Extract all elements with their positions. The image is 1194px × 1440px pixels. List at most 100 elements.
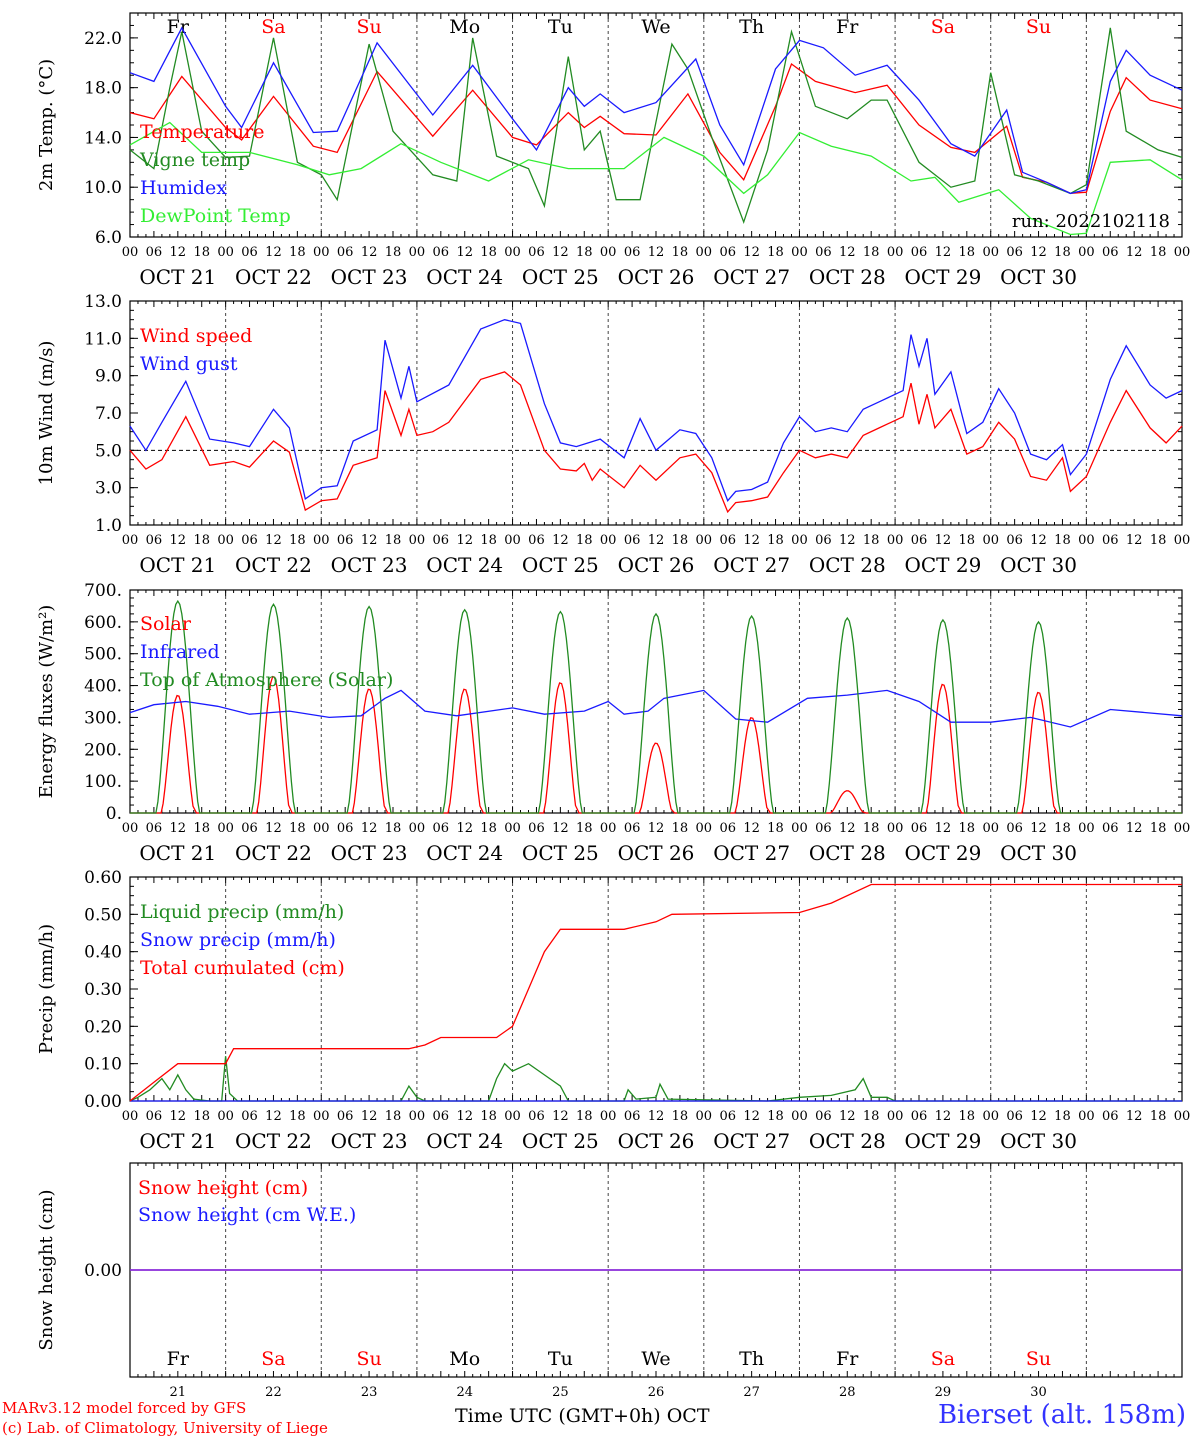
hour-tick-label: 12 (456, 821, 473, 836)
hour-tick-label: 18 (767, 1109, 784, 1124)
hour-tick-label: 06 (1102, 245, 1119, 260)
hour-tick-label: 00 (887, 1109, 904, 1124)
date-label: OCT 26 (618, 553, 695, 577)
panel-precip: 0.00 0.10 0.20 0.30 0.40 0.50 0.60 Precip (mm/h… (36, 868, 1190, 1153)
hour-tick-label: 06 (624, 533, 641, 548)
hour-tick-label: 12 (648, 1109, 665, 1124)
hour-tick-label: 06 (146, 533, 163, 548)
hour-tick-label: 18 (289, 1109, 306, 1124)
date-label: OCT 27 (713, 841, 790, 865)
hour-tick-label: 06 (911, 1109, 928, 1124)
legend-entry: Wind gust (140, 353, 238, 375)
time-axis-label: Time UTC (GMT+0h) OCT (455, 1405, 710, 1427)
hour-tick-label: 18 (672, 821, 689, 836)
hour-tick-label: 12 (361, 821, 378, 836)
date-label: OCT 22 (235, 841, 312, 865)
date-label: OCT 25 (522, 553, 599, 577)
hour-tick-label: 06 (528, 1109, 545, 1124)
weekday-label: Sa (931, 1348, 955, 1370)
series-line-temperature (129, 62, 1183, 195)
date-label: OCT 21 (139, 841, 216, 865)
date-label: OCT 26 (618, 841, 695, 865)
hour-tick-label: 00 (982, 533, 999, 548)
weekday-label: Su (1026, 16, 1051, 38)
hour-tick-label: 12 (265, 533, 282, 548)
hour-tick-label: 12 (935, 245, 952, 260)
date-label: OCT 30 (1000, 265, 1077, 289)
hour-tick-label: 12 (743, 821, 760, 836)
date-label: OCT 27 (713, 265, 790, 289)
hour-tick-label: 00 (1078, 245, 1095, 260)
panel-wind: 1.0 3.0 5.0 7.0 9.0 11.0 13.0 10m Wind (m/s) 00 0… (36, 292, 1190, 577)
hour-tick-label: 00 (409, 245, 426, 260)
hour-tick-label: 06 (624, 245, 641, 260)
hour-tick-label: 12 (265, 821, 282, 836)
date-label: OCT 30 (1000, 1129, 1077, 1153)
hour-tick-label: 18 (1150, 245, 1167, 260)
hour-tick-label: 00 (791, 1109, 808, 1124)
weekday-label: Th (739, 16, 764, 38)
y-tick-label: 7.0 (95, 404, 122, 424)
hour-tick-label: 18 (480, 245, 497, 260)
hour-tick-label: 18 (959, 245, 976, 260)
hour-tick-label: 00 (409, 533, 426, 548)
date-label: OCT 28 (809, 265, 886, 289)
hour-tick-label: 00 (504, 533, 521, 548)
date-label: OCT 28 (809, 553, 886, 577)
hour-tick-label: 06 (241, 1109, 258, 1124)
hour-tick-label: 06 (146, 821, 163, 836)
hour-tick-label: 18 (672, 1109, 689, 1124)
date-label: OCT 25 (522, 841, 599, 865)
hour-tick-label: 06 (815, 245, 832, 260)
series-line-dewpoint-temp (129, 121, 1183, 236)
hour-tick-label: 00 (217, 533, 234, 548)
y-tick-label: 0.00 (84, 1261, 122, 1281)
hour-tick-label: 18 (289, 821, 306, 836)
y-axis-label: Snow height (cm) (36, 1189, 57, 1350)
hour-tick-label: 00 (696, 245, 713, 260)
date-label: OCT 22 (235, 553, 312, 577)
hour-tick-label: 18 (767, 821, 784, 836)
day-number-label: 21 (170, 1385, 187, 1400)
hour-tick-label: 18 (959, 1109, 976, 1124)
hour-tick-label: 00 (313, 821, 330, 836)
hour-tick-label: 00 (313, 1109, 330, 1124)
hour-tick-label: 12 (648, 821, 665, 836)
hour-tick-label: 18 (1054, 1109, 1071, 1124)
panel-snow: 0.00 Snow height (cm) Fr Sa Su Mo Tu We Th Fr Sa Su… (36, 1162, 1183, 1378)
hour-tick-label: 06 (241, 821, 258, 836)
hour-tick-label: 12 (1126, 245, 1143, 260)
series-line-infrared (129, 689, 1183, 728)
date-label: OCT 25 (522, 265, 599, 289)
hour-tick-label: 00 (982, 821, 999, 836)
y-tick-label: 100. (84, 772, 122, 792)
hour-tick-label: 00 (122, 245, 139, 260)
hour-tick-label: 06 (337, 821, 354, 836)
y-tick-label: 300. (84, 708, 122, 728)
hour-tick-label: 06 (911, 821, 928, 836)
hour-tick-label: 18 (863, 245, 880, 260)
hour-tick-label: 18 (385, 1109, 402, 1124)
hour-tick-label: 06 (815, 1109, 832, 1124)
hour-tick-label: 18 (480, 1109, 497, 1124)
day-number-label: 23 (361, 1385, 378, 1400)
hour-tick-label: 06 (1102, 533, 1119, 548)
legend-entry: DewPoint Temp (140, 205, 291, 227)
hour-tick-label: 06 (433, 821, 450, 836)
y-tick-label: 5.0 (95, 441, 122, 461)
hour-tick-label: 12 (839, 533, 856, 548)
hour-tick-label: 18 (959, 533, 976, 548)
hour-tick-label: 00 (791, 245, 808, 260)
hour-tick-label: 00 (1174, 245, 1191, 260)
date-label: OCT 24 (426, 265, 503, 289)
hour-tick-label: 06 (1006, 821, 1023, 836)
hour-tick-label: 00 (887, 821, 904, 836)
hour-tick-label: 12 (839, 821, 856, 836)
hour-tick-label: 18 (193, 245, 210, 260)
hour-tick-label: 12 (743, 245, 760, 260)
hour-tick-label: 00 (122, 533, 139, 548)
y-tick-label: 700. (84, 581, 122, 601)
hour-tick-label: 18 (193, 533, 210, 548)
date-label: OCT 21 (139, 553, 216, 577)
y-tick-label: 1.0 (95, 516, 122, 536)
